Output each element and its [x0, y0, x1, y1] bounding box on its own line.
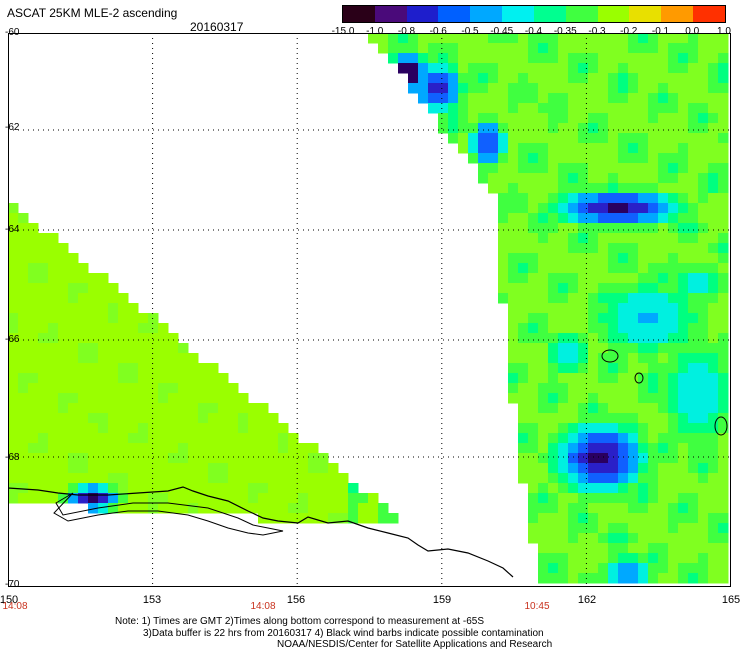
lon-label-156: 156	[286, 594, 306, 606]
island-outline	[714, 416, 728, 436]
color-scale-label: -0.45	[490, 26, 514, 37]
swath-map	[8, 33, 731, 587]
lon-label-165: 165	[721, 594, 740, 606]
color-swatch	[693, 6, 725, 22]
lat-label-66: -66	[5, 334, 20, 345]
lat-label-60: -60	[5, 27, 20, 38]
color-swatch	[470, 6, 503, 22]
color-swatch	[502, 6, 534, 22]
time-label-2: 14:08	[250, 601, 276, 612]
coastline-path	[8, 486, 514, 578]
lat-label-68: -68	[5, 452, 20, 463]
note-line-1: Note: 1) Times are GMT 2)Times along bot…	[115, 616, 485, 627]
map-frame	[8, 33, 731, 587]
color-scale-label: -0.2	[620, 26, 638, 37]
note-line-2: 3)Data buffer is 22 hrs from 20160317 4)…	[143, 628, 544, 639]
time-label-1: 14:08	[2, 601, 28, 612]
color-swatch	[661, 6, 694, 22]
island-outline	[601, 349, 619, 363]
color-scale-label: -0.1	[651, 26, 670, 37]
lon-label-153: 153	[142, 594, 162, 606]
coastline	[8, 349, 728, 578]
time-label-3: 10:45	[524, 601, 550, 612]
color-scale-label: 0.0	[685, 26, 700, 37]
map-grid	[8, 33, 731, 587]
color-scale-label: -0.35	[553, 26, 577, 37]
lon-label-159: 159	[432, 594, 452, 606]
color-scale-label: 1.0	[717, 26, 731, 37]
island-outline	[634, 372, 644, 384]
note-line-3: NOAA/NESDIS/Center for Satellite Applica…	[277, 639, 553, 650]
color-swatch	[406, 6, 439, 22]
color-scale-label: -0.5	[461, 26, 479, 37]
color-scale-label: -0.3	[588, 26, 606, 37]
color-swatch	[629, 6, 662, 22]
color-swatch	[438, 6, 471, 22]
lat-label-70: -70	[5, 579, 20, 590]
color-scale-bar	[342, 5, 726, 23]
color-scale-label: -0.4	[524, 26, 543, 37]
lat-label-64: -64	[5, 224, 20, 235]
color-scale-label: -0.8	[397, 26, 416, 37]
lon-label-150: 150	[0, 594, 19, 606]
ice-shelf-outline	[53, 492, 284, 536]
lon-label-162: 162	[577, 594, 597, 606]
chart-title: ASCAT 25KM MLE-2 ascending	[7, 6, 178, 20]
color-swatch	[533, 6, 566, 22]
lat-label-62: -62	[5, 122, 20, 133]
color-scale-label: -15.0	[331, 26, 355, 37]
ambiguity-swath	[8, 33, 729, 584]
color-swatch	[565, 6, 598, 22]
chart-date: 20160317	[190, 20, 244, 34]
color-scale-label: -1.0	[366, 26, 384, 37]
color-scale-label: -0.6	[429, 26, 447, 37]
color-swatch	[597, 6, 630, 22]
color-swatch	[374, 6, 407, 22]
color-swatch	[343, 6, 375, 22]
